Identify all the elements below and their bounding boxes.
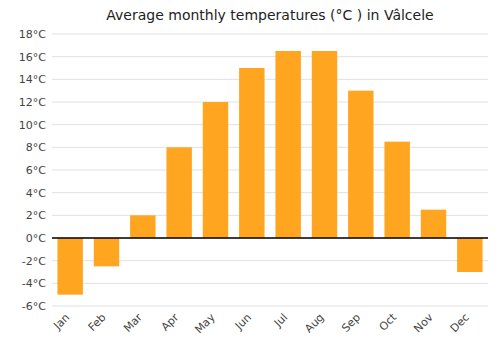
x-tick-label: Mar <box>121 311 145 335</box>
y-tick-label: 14°C <box>19 73 46 86</box>
y-tick-label: 6°C <box>26 164 46 177</box>
x-tick-label: Dec <box>448 311 472 335</box>
grid-line <box>52 283 488 284</box>
bar <box>166 147 191 238</box>
y-grid <box>52 34 488 306</box>
bar <box>384 142 409 238</box>
grid-line <box>52 147 488 148</box>
bar <box>275 51 300 238</box>
bar <box>457 238 482 272</box>
y-tick-label: -2°C <box>22 255 46 268</box>
x-tick-label: Feb <box>86 311 109 334</box>
x-tick-label: Aug <box>302 311 326 335</box>
y-tick-label: 18°C <box>19 28 46 41</box>
bar <box>57 238 82 295</box>
grid-line <box>52 306 488 307</box>
y-tick-label: 8°C <box>26 141 46 154</box>
bar <box>348 91 373 238</box>
chart-container: Average monthly temperatures (°C ) in Vâ… <box>0 0 500 350</box>
grid-line <box>52 34 488 35</box>
x-tick-label: Oct <box>377 310 400 333</box>
y-tick-label: 10°C <box>19 119 46 132</box>
chart-svg: Average monthly temperatures (°C ) in Vâ… <box>0 0 500 350</box>
bar <box>94 238 119 266</box>
x-tick-label: May <box>192 311 218 337</box>
bar <box>239 68 264 238</box>
grid-line <box>52 124 488 125</box>
x-tick-label: Jul <box>271 311 290 330</box>
y-tick-label: -6°C <box>22 300 46 313</box>
y-tick-label: -4°C <box>22 277 46 290</box>
x-tick-label: Apr <box>159 311 182 334</box>
y-tick-label: 4°C <box>26 187 46 200</box>
y-tick-label: 0°C <box>26 232 46 245</box>
x-tick-label: Jan <box>50 311 72 333</box>
bar <box>130 215 155 238</box>
grid-line <box>52 238 488 239</box>
bars <box>57 51 482 295</box>
title: Average monthly temperatures (°C ) in Vâ… <box>106 7 433 23</box>
y-tick-label: 12°C <box>19 96 46 109</box>
grid-line <box>52 170 488 171</box>
grid-line <box>52 56 488 57</box>
bar <box>312 51 337 238</box>
bar <box>421 210 446 238</box>
x-tick-label: Jun <box>232 311 254 333</box>
grid-line <box>52 79 488 80</box>
y-tick-label: 16°C <box>19 51 46 64</box>
y-tick-label: 2°C <box>26 209 46 222</box>
bar <box>203 102 228 238</box>
x-tick-label: Nov <box>411 311 436 336</box>
grid-line <box>52 102 488 103</box>
zero-line <box>52 237 488 239</box>
grid-line <box>52 192 488 193</box>
x-tick-label: Sep <box>339 311 363 335</box>
